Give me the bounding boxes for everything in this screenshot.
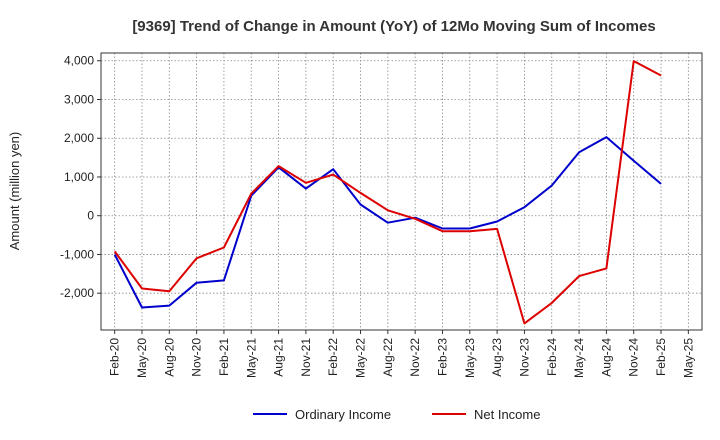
x-tick-label: May-24 xyxy=(572,338,586,378)
x-tick-label: Aug-21 xyxy=(272,338,286,377)
x-tick-label: Aug-24 xyxy=(599,338,613,377)
x-tick-label: Nov-24 xyxy=(627,338,641,377)
legend-label: Ordinary Income xyxy=(295,407,391,422)
x-tick-label: Feb-23 xyxy=(435,338,449,376)
legend-label: Net Income xyxy=(474,407,540,422)
x-axis-ticks: Feb-20 May-20 Aug-20 Nov-20 Feb-21 May-21 Aug-… xyxy=(108,330,695,378)
x-tick-label: Aug-22 xyxy=(381,338,395,377)
x-tick-label: Feb-22 xyxy=(326,338,340,376)
x-tick-label: May-22 xyxy=(354,338,368,378)
grid xyxy=(101,53,702,330)
series-line-1 xyxy=(113,60,662,325)
y-tick-label: 1,000 xyxy=(64,170,94,184)
x-tick-label: Nov-20 xyxy=(190,338,204,377)
series-lines xyxy=(113,60,662,325)
x-tick-label: Feb-25 xyxy=(654,338,668,376)
x-tick-label: Nov-22 xyxy=(408,338,422,377)
y-tick-label: -1,000 xyxy=(60,247,94,261)
x-tick-label: Feb-21 xyxy=(217,338,231,376)
x-tick-label: Nov-23 xyxy=(517,338,531,377)
y-axis-label: Amount (million yen) xyxy=(7,132,22,251)
plot-frame xyxy=(100,52,703,331)
y-tick-label: 2,000 xyxy=(64,131,94,145)
x-tick-label: May-21 xyxy=(244,338,258,378)
x-tick-label: Feb-20 xyxy=(108,338,122,376)
y-tick-label: 3,000 xyxy=(64,92,94,106)
x-tick-label: Aug-23 xyxy=(490,338,504,377)
x-tick-label: Nov-21 xyxy=(299,338,313,377)
y-axis-ticks: 4,000 3,000 2,000 1,000 0 -1,000 -2,000 xyxy=(60,54,101,300)
x-tick-label: Aug-20 xyxy=(162,338,176,377)
y-tick-label: 0 xyxy=(87,209,94,223)
x-tick-label: May-23 xyxy=(463,338,477,378)
y-tick-label: -2,000 xyxy=(60,286,94,300)
series-line-0 xyxy=(113,136,662,309)
y-tick-label: 4,000 xyxy=(64,54,94,68)
legend: Ordinary Income Net Income xyxy=(253,407,540,422)
chart-title: [9369] Trend of Change in Amount (YoY) o… xyxy=(132,18,655,35)
x-tick-label: May-25 xyxy=(681,338,695,378)
x-tick-label: May-20 xyxy=(135,338,149,378)
x-tick-label: Feb-24 xyxy=(545,338,559,376)
